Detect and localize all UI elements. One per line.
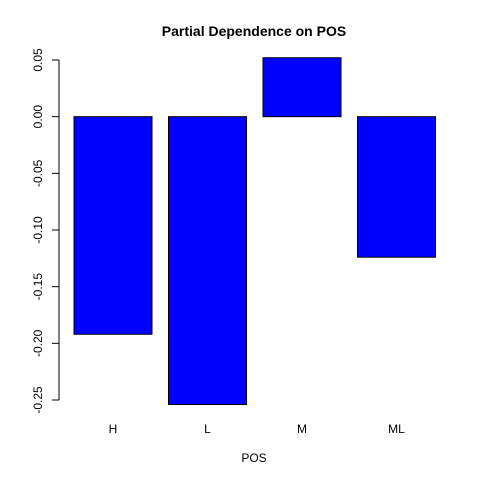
y-tick-label: -0.05	[31, 159, 45, 187]
bars-group	[73, 57, 436, 406]
y-axis-ticks: -0.25 -0.20 -0.15 -0.10 -0.05 0.00 0.05	[31, 48, 59, 414]
x-tick-label-l: L	[204, 422, 211, 436]
y-tick-label: -0.15	[31, 273, 45, 301]
bar-ml	[357, 116, 436, 258]
y-tick-label: -0.10	[31, 216, 45, 244]
chart-title: Partial Dependence on POS	[162, 23, 346, 39]
x-tick-label-ml: ML	[388, 422, 405, 436]
x-axis-label: POS	[241, 451, 266, 465]
bar-h	[73, 116, 153, 335]
x-tick-label-m: M	[297, 422, 307, 436]
y-tick-label: 0.05	[31, 48, 45, 72]
x-tick-label-h: H	[109, 422, 118, 436]
y-tick-label: -0.25	[31, 386, 45, 414]
x-axis-tick-labels: H L M ML	[109, 422, 405, 436]
y-tick-label: -0.20	[31, 329, 45, 357]
bar-m	[262, 57, 342, 118]
bar-l	[168, 116, 247, 406]
y-tick-label: 0.00	[31, 105, 45, 129]
